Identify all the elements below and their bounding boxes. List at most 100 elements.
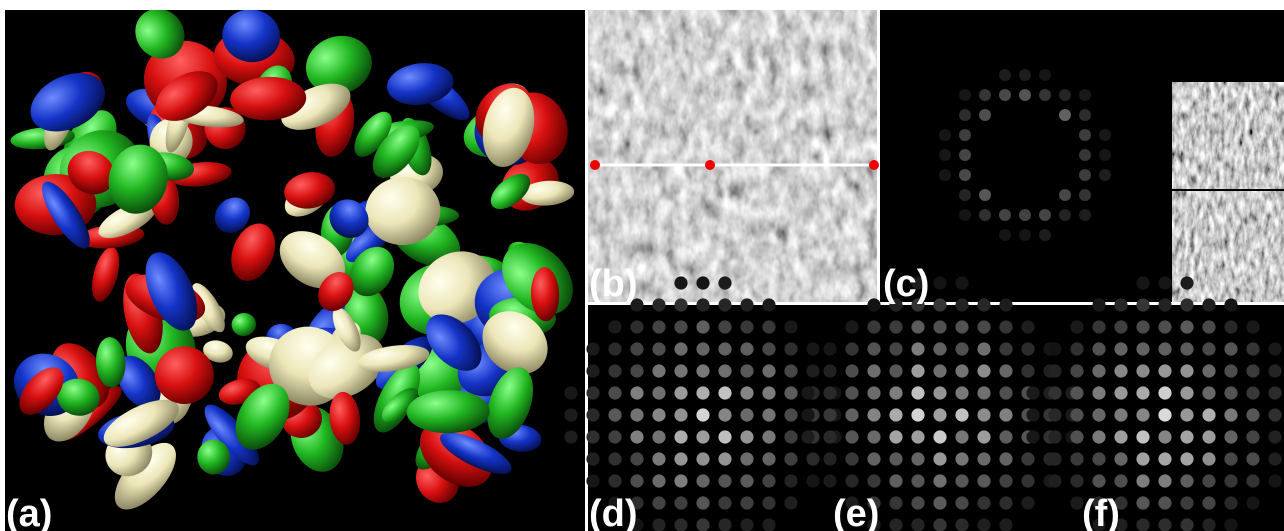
dot bbox=[718, 320, 731, 333]
dot bbox=[1021, 320, 1034, 333]
dot bbox=[784, 364, 797, 377]
dot bbox=[911, 518, 924, 531]
dot bbox=[674, 474, 687, 487]
dot bbox=[718, 474, 731, 487]
dot bbox=[608, 408, 621, 421]
dot bbox=[999, 386, 1012, 399]
dot bbox=[867, 298, 880, 311]
dot bbox=[1059, 189, 1071, 201]
dot bbox=[889, 320, 902, 333]
dot bbox=[933, 342, 946, 355]
dot bbox=[630, 386, 643, 399]
panel-label: (f) bbox=[1082, 493, 1120, 531]
dot bbox=[801, 386, 814, 399]
dot bbox=[1070, 342, 1083, 355]
dot bbox=[1092, 320, 1105, 333]
dot bbox=[608, 452, 621, 465]
dot bbox=[933, 430, 946, 443]
dot bbox=[959, 149, 971, 161]
dot bbox=[979, 89, 991, 101]
dot bbox=[977, 408, 990, 421]
dot bbox=[959, 129, 971, 141]
dot bbox=[1180, 342, 1193, 355]
dot bbox=[1059, 109, 1071, 121]
dot bbox=[955, 342, 968, 355]
dot bbox=[1158, 320, 1171, 333]
dot bbox=[1019, 89, 1031, 101]
dot bbox=[1099, 129, 1111, 141]
dot bbox=[999, 298, 1012, 311]
dot bbox=[1136, 430, 1149, 443]
dot bbox=[977, 518, 990, 531]
dot bbox=[977, 320, 990, 333]
dot bbox=[933, 496, 946, 509]
dot bbox=[586, 474, 599, 487]
dot bbox=[1136, 298, 1149, 311]
dot bbox=[1268, 452, 1281, 465]
dot bbox=[867, 320, 880, 333]
dot bbox=[1224, 298, 1237, 311]
dot bbox=[1039, 209, 1051, 221]
dot bbox=[1246, 364, 1259, 377]
dot bbox=[674, 320, 687, 333]
dot bbox=[762, 496, 775, 509]
dot bbox=[740, 298, 753, 311]
dot bbox=[955, 518, 968, 531]
dot bbox=[1059, 209, 1071, 221]
dot bbox=[955, 496, 968, 509]
dot bbox=[911, 496, 924, 509]
dot bbox=[784, 474, 797, 487]
dot bbox=[1136, 474, 1149, 487]
dot bbox=[1048, 364, 1061, 377]
dot bbox=[1048, 430, 1061, 443]
panel-label: (b) bbox=[589, 263, 638, 305]
dot bbox=[979, 109, 991, 121]
dot bbox=[652, 518, 665, 531]
dot bbox=[933, 320, 946, 333]
dot bbox=[652, 474, 665, 487]
dot bbox=[955, 452, 968, 465]
dot bbox=[674, 496, 687, 509]
dot bbox=[1268, 408, 1281, 421]
dot bbox=[1136, 452, 1149, 465]
dot bbox=[959, 89, 971, 101]
dot bbox=[845, 452, 858, 465]
dot bbox=[1021, 364, 1034, 377]
dot bbox=[1026, 430, 1039, 443]
dot bbox=[1158, 386, 1171, 399]
dot bbox=[1158, 364, 1171, 377]
dot bbox=[959, 189, 971, 201]
dot bbox=[939, 149, 951, 161]
dot bbox=[1158, 474, 1171, 487]
dot bbox=[845, 474, 858, 487]
dot bbox=[1048, 342, 1061, 355]
dot bbox=[718, 408, 731, 421]
dot bbox=[933, 474, 946, 487]
dot bbox=[718, 452, 731, 465]
dot bbox=[959, 109, 971, 121]
dot bbox=[1202, 518, 1215, 531]
dot bbox=[911, 342, 924, 355]
dot bbox=[762, 430, 775, 443]
dot bbox=[1180, 298, 1193, 311]
dot bbox=[608, 474, 621, 487]
dot bbox=[1158, 298, 1171, 311]
dot bbox=[1246, 496, 1259, 509]
dot bbox=[1180, 276, 1193, 289]
dot bbox=[784, 408, 797, 421]
dot bbox=[784, 496, 797, 509]
dot bbox=[1246, 452, 1259, 465]
dot bbox=[823, 342, 836, 355]
dot bbox=[1268, 474, 1281, 487]
dot bbox=[696, 320, 709, 333]
dot bbox=[1114, 320, 1127, 333]
dot bbox=[740, 496, 753, 509]
dot bbox=[1136, 518, 1149, 531]
dot bbox=[674, 298, 687, 311]
dot bbox=[977, 430, 990, 443]
dot bbox=[652, 452, 665, 465]
inset-texture bbox=[1172, 82, 1284, 302]
dot bbox=[564, 408, 577, 421]
dot bbox=[1202, 430, 1215, 443]
dot bbox=[608, 364, 621, 377]
